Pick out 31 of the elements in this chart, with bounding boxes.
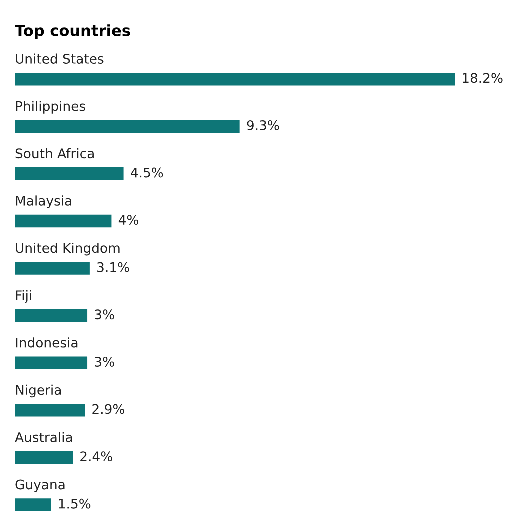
data-label: 9.3%	[247, 120, 280, 130]
data-label: 3.1%	[98, 262, 130, 272]
data-label: 4.5%	[131, 168, 164, 178]
bar	[15, 262, 90, 275]
data-label: 2.4%	[80, 452, 112, 462]
y-tick-label: Guyana	[16, 480, 65, 492]
bar	[15, 404, 86, 417]
y-tick-label: Indonesia	[16, 338, 78, 348]
bar	[15, 120, 240, 134]
data-label: 3%	[95, 310, 114, 320]
y-tick-label: Malaysia	[16, 196, 72, 208]
bar	[15, 214, 112, 228]
y-tick-label: Philippines	[16, 101, 86, 114]
y-tick-label: United States	[16, 54, 104, 64]
bar	[15, 356, 88, 370]
bar	[15, 451, 74, 464]
data-label: 3%	[95, 356, 114, 367]
bar	[15, 72, 455, 86]
chart-title: Top countries	[15, 24, 130, 40]
y-tick-label: South Africa	[16, 148, 94, 159]
data-label: 18.2%	[463, 73, 503, 84]
bar	[15, 498, 52, 512]
y-tick-label: Australia	[15, 432, 72, 442]
y-tick-label: United Kingdom	[16, 242, 120, 256]
y-tick-label: Nigeria	[16, 384, 62, 398]
data-label: 4%	[118, 215, 139, 226]
data-label: 1.5%	[59, 498, 91, 509]
data-label: 2.9%	[92, 404, 124, 414]
bar	[15, 309, 88, 322]
bar	[15, 168, 124, 180]
y-tick-label: Fiji	[16, 290, 32, 304]
